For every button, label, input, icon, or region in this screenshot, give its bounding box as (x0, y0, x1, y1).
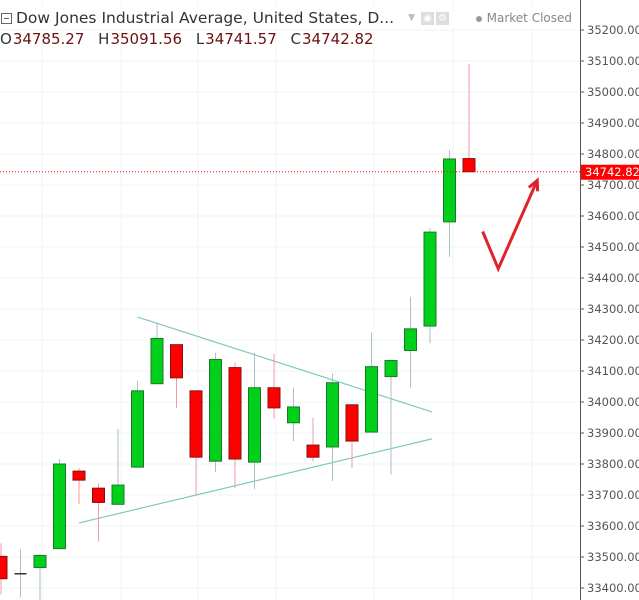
candle-body (228, 367, 242, 460)
y-tick-label: 34800.00 (587, 147, 639, 161)
candle-body (170, 344, 183, 379)
candle-body (345, 404, 359, 442)
candle-body (443, 158, 456, 223)
candle (189, 390, 203, 497)
gear-icon[interactable]: ⚙ (436, 11, 450, 25)
candle (404, 296, 417, 388)
eye-icon[interactable]: ◉ (421, 11, 435, 25)
candle-body (404, 328, 417, 352)
y-tick-label: 35100.00 (587, 54, 639, 68)
candle (287, 387, 300, 442)
candle (92, 483, 105, 542)
dropdown-caret-icon[interactable]: ▼ (408, 13, 416, 23)
candle (53, 459, 66, 550)
y-tick-label: 34600.00 (587, 209, 639, 223)
candle-body (131, 390, 144, 468)
y-tick-label: 34000.00 (587, 395, 639, 409)
candle-body (306, 444, 320, 458)
y-tick-label: 34100.00 (587, 364, 639, 378)
candle-body (326, 382, 339, 448)
candle (248, 352, 261, 490)
check-arrow-annotation (481, 179, 539, 273)
y-tick-label: 35000.00 (587, 85, 639, 99)
candle (384, 359, 398, 475)
status-dot-icon (475, 15, 482, 22)
y-tick-label: 34300.00 (587, 302, 639, 316)
candle (423, 228, 437, 344)
high-value: 35091.56 (110, 30, 183, 48)
trendline (137, 316, 433, 413)
candle (111, 428, 125, 505)
symbol-title[interactable]: Dow Jones Industrial Average, United Sta… (16, 9, 395, 27)
y-tick-label: 33600.00 (587, 519, 639, 533)
candle-body (72, 470, 86, 481)
candle-body (53, 463, 66, 550)
candle (131, 380, 144, 468)
candle-body (423, 231, 437, 327)
candle-body (111, 484, 125, 505)
candle-body (287, 406, 300, 424)
y-tick-label: 34900.00 (587, 116, 639, 130)
high-label: H (98, 30, 110, 48)
candle (462, 63, 476, 173)
candle (267, 353, 281, 419)
candle-body (365, 366, 378, 433)
candle (306, 417, 320, 462)
y-tick-label: 33800.00 (587, 457, 639, 471)
candle (365, 332, 378, 433)
chart-header: Dow Jones Industrial Average, United Sta… (0, 7, 580, 29)
close-value: 34742.82 (302, 30, 374, 48)
last-price-label: 34742.82 (585, 165, 639, 179)
candle-body (189, 390, 203, 458)
last-price-badge (581, 164, 639, 180)
open-label: O (0, 30, 12, 48)
candle-body (92, 487, 105, 503)
low-label: L (195, 30, 205, 48)
candle (209, 352, 222, 473)
arrowhead-icon (527, 177, 540, 192)
candle (326, 373, 339, 482)
candle-body (33, 554, 47, 569)
ohlc-legend: O34785.27 H35091.56 L34741.57 C34742.82 (0, 30, 383, 48)
low-value: 34741.57 (205, 30, 277, 48)
collapse-icon[interactable] (1, 12, 12, 24)
y-tick-label: 34200.00 (587, 333, 639, 347)
candle-body (267, 387, 281, 409)
candle (33, 553, 47, 600)
trendline (78, 438, 433, 524)
y-tick-label: 33400.00 (587, 581, 639, 595)
candle (443, 149, 456, 257)
candle (228, 362, 242, 489)
market-status-text: Market Closed (486, 11, 572, 25)
y-tick-label: 35200.00 (587, 23, 639, 37)
y-tick-label: 34500.00 (587, 240, 639, 254)
candle (0, 543, 8, 595)
y-tick-label: 34700.00 (587, 178, 639, 192)
y-tick-label: 34400.00 (587, 271, 639, 285)
y-tick-label: 33500.00 (587, 550, 639, 564)
candle-body (0, 555, 8, 580)
candle (170, 344, 183, 408)
candle-body (384, 359, 398, 378)
close-label: C (290, 30, 302, 48)
candle (72, 468, 86, 505)
candle (150, 322, 164, 385)
y-tick-label: 33700.00 (587, 488, 639, 502)
candle-body (209, 359, 222, 462)
y-tick-label: 33900.00 (587, 426, 639, 440)
market-status: Market Closed (475, 11, 572, 25)
candle-body (462, 158, 476, 173)
candle-body (248, 387, 261, 463)
candle (14, 549, 27, 598)
candle-body (150, 337, 164, 385)
candle (345, 404, 359, 469)
open-value: 34785.27 (12, 30, 85, 48)
